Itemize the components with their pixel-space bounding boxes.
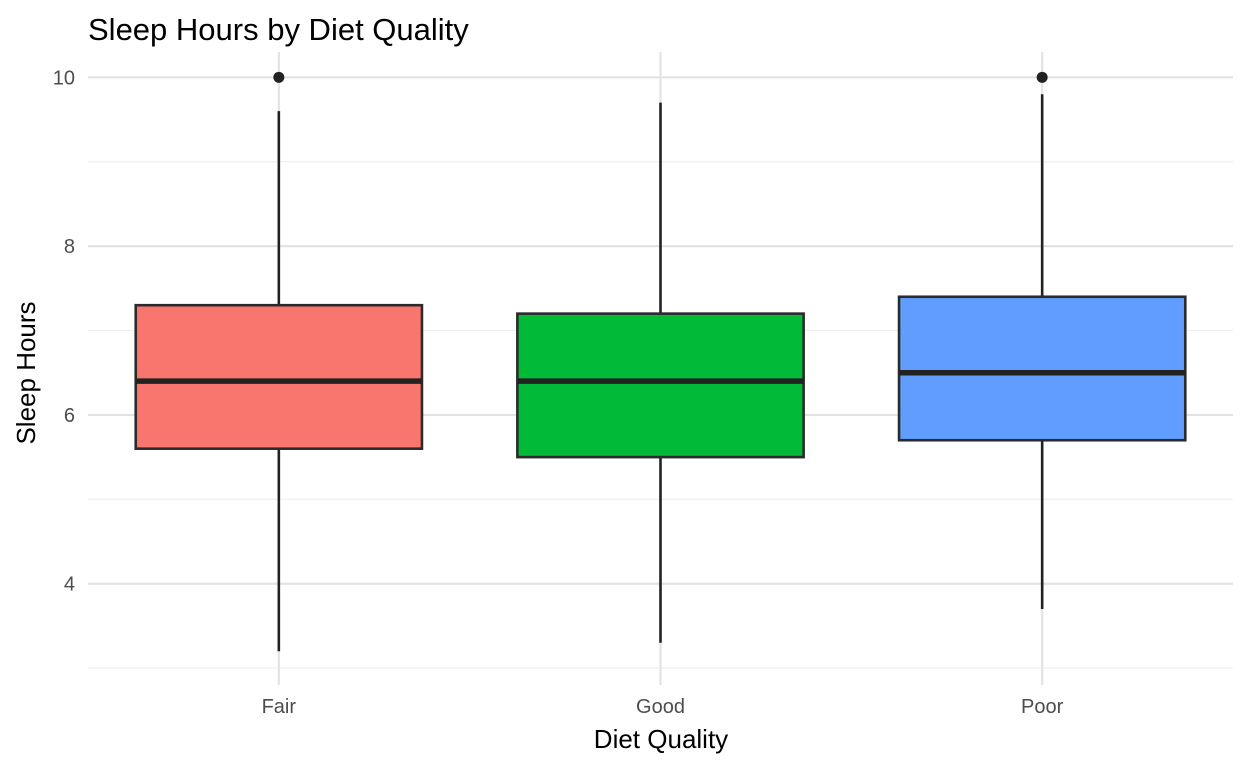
x-tick-label: Fair (262, 696, 297, 718)
y-tick-label: 4 (64, 574, 75, 596)
x-axis-title: Diet Quality (594, 724, 728, 754)
box-rect (516, 312, 805, 459)
tick-labels: 4 6 8 10 Fair Good Poor (53, 67, 1064, 718)
box-poor (897, 71, 1187, 610)
y-tick-label: 8 (64, 236, 75, 258)
x-tick-label: Poor (1021, 696, 1064, 718)
y-tick-label: 10 (53, 67, 75, 89)
outlier-point (273, 71, 285, 83)
plot-marks (134, 71, 1187, 652)
box-fair (134, 71, 424, 652)
chart-title: Sleep Hours by Diet Quality (88, 12, 469, 47)
box-good (516, 102, 805, 643)
box-rect (134, 303, 424, 450)
y-axis-title: Sleep Hours (11, 301, 41, 444)
outlier-point (1036, 71, 1048, 83)
x-tick-label: Good (636, 696, 685, 718)
y-tick-label: 6 (64, 405, 75, 427)
box-rect (897, 295, 1187, 442)
